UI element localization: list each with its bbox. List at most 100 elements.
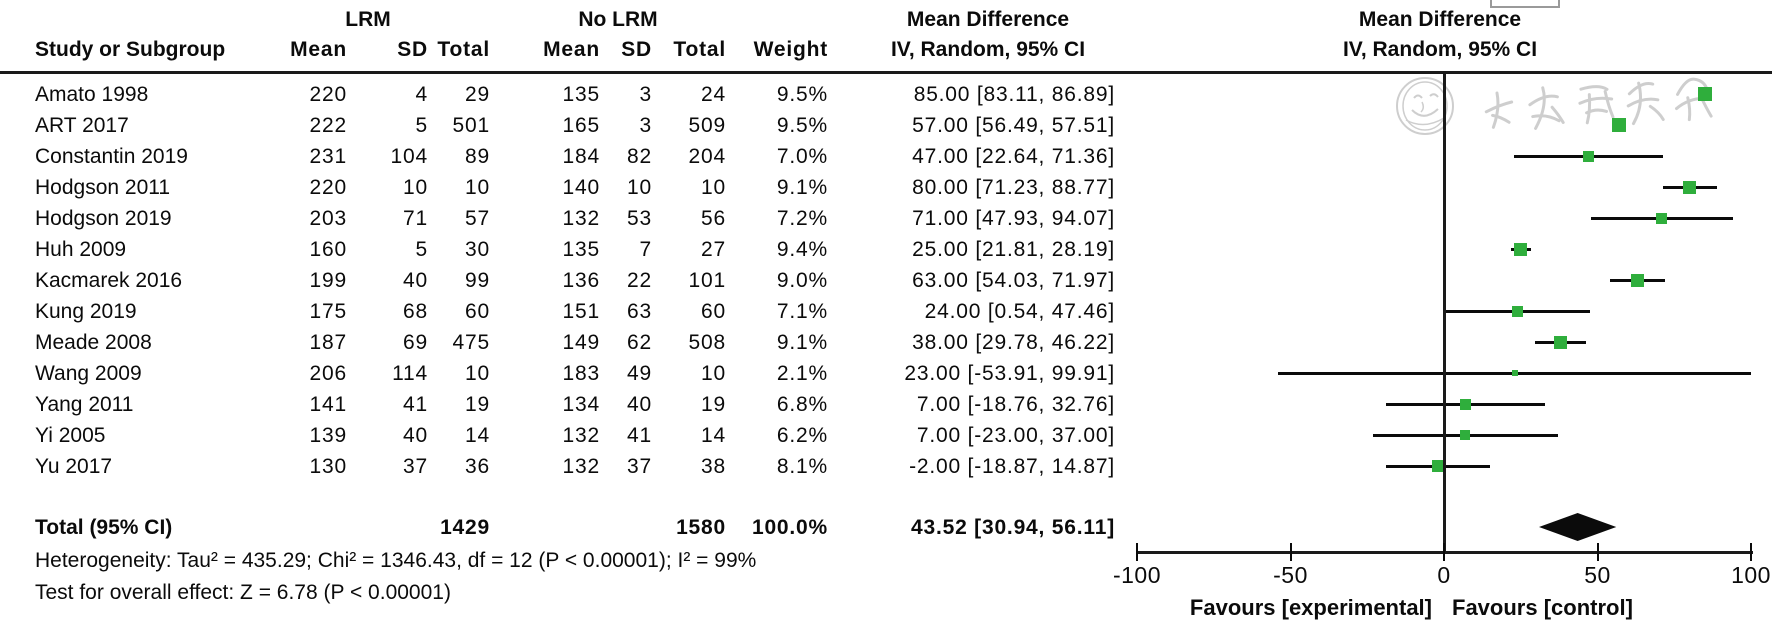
favours-right-label: Favours [control]	[1452, 595, 1633, 620]
cell-mean1: 139	[309, 424, 347, 447]
cell-sd1: 37	[403, 455, 428, 478]
cell-weight: 9.4%	[776, 238, 828, 261]
cell-mean2: 149	[562, 331, 600, 354]
point-estimate-marker	[1656, 213, 1667, 224]
cell-total1: 19	[465, 393, 490, 416]
cell-total2: 60	[701, 300, 726, 323]
col-header-sd1: SD	[397, 38, 428, 61]
cell-sd1: 69	[403, 331, 428, 354]
cell-total1: 36	[465, 455, 490, 478]
cell-total2: 101	[688, 269, 726, 292]
effect-subtitle-left: IV, Random, 95% CI	[890, 38, 1086, 61]
cell-sd2: 10	[627, 176, 652, 199]
cell-mean1: 203	[309, 207, 347, 230]
cell-weight: 9.1%	[776, 331, 828, 354]
cell-ci_text: 57.00 [56.49, 57.51]	[912, 114, 1115, 137]
cell-ci_text: 7.00 [-23.00, 37.00]	[916, 424, 1115, 447]
cell-sd2: 3	[639, 114, 652, 137]
effect-subtitle-right: IV, Random, 95% CI	[1342, 38, 1538, 61]
col-header-mean1: Mean	[290, 38, 347, 61]
cell-weight: 8.1%	[776, 455, 828, 478]
cell-sd1: 10	[403, 176, 428, 199]
col-header-study: Study or Subgroup	[35, 38, 226, 61]
cell-weight: 6.2%	[776, 424, 828, 447]
cell-mean2: 135	[562, 238, 600, 261]
point-estimate-marker	[1460, 430, 1470, 440]
x-axis	[1137, 551, 1753, 554]
header-rule	[0, 71, 1772, 74]
col-header-sd2: SD	[621, 38, 652, 61]
cell-sd2: 41	[627, 424, 652, 447]
group1-header: LRM	[345, 8, 391, 31]
point-estimate-marker	[1683, 181, 1696, 194]
cell-total2: 509	[688, 114, 726, 137]
axis-tick	[1136, 543, 1138, 561]
cell-sd1: 5	[415, 114, 428, 137]
cell-mean2: 132	[562, 424, 600, 447]
cell-total2: 204	[688, 145, 726, 168]
point-estimate-marker	[1512, 370, 1518, 376]
cell-sd2: 53	[627, 207, 652, 230]
cell-total2: 56	[701, 207, 726, 230]
cell-total2: 14	[701, 424, 726, 447]
axis-tick-label: 100	[1731, 562, 1771, 588]
cell-mean2: 135	[562, 83, 600, 106]
cell-sd1: 40	[403, 424, 428, 447]
cell-ci_text: -2.00 [-18.87, 14.87]	[909, 455, 1115, 478]
cell-total2: 10	[701, 176, 726, 199]
cell-total1: 10	[465, 362, 490, 385]
study-label: Wang 2009	[35, 362, 142, 385]
effect-title-right: Mean Difference	[1358, 8, 1522, 31]
axis-tick-label: -50	[1273, 562, 1308, 588]
cell-ci_text: 25.00 [21.81, 28.19]	[912, 238, 1115, 261]
cell-total1: 14	[465, 424, 490, 447]
cell-weight: 7.0%	[776, 145, 828, 168]
point-estimate-marker	[1512, 306, 1523, 317]
cell-total2: 27	[701, 238, 726, 261]
cell-weight: 9.5%	[776, 83, 828, 106]
cell-weight: 2.1%	[776, 362, 828, 385]
col-header-mean2: Mean	[543, 38, 600, 61]
cell-sd2: 63	[627, 300, 652, 323]
total-n2: 1580	[676, 516, 726, 539]
study-label: Amato 1998	[35, 83, 149, 106]
group2-header: No LRM	[578, 8, 658, 31]
cell-total2: 19	[701, 393, 726, 416]
cell-sd1: 40	[403, 269, 428, 292]
axis-tick-label: 50	[1584, 562, 1611, 588]
axis-tick-label: -100	[1112, 562, 1162, 588]
total-label: Total (95% CI)	[35, 516, 173, 539]
axis-tick-label: 0	[1437, 562, 1451, 588]
cell-weight: 7.2%	[776, 207, 828, 230]
cell-total1: 29	[465, 83, 490, 106]
cell-sd1: 71	[403, 207, 428, 230]
cell-weight: 9.1%	[776, 176, 828, 199]
cell-mean1: 231	[309, 145, 347, 168]
cell-mean1: 141	[309, 393, 347, 416]
cell-total2: 38	[701, 455, 726, 478]
cell-total2: 10	[701, 362, 726, 385]
cell-sd1: 114	[392, 362, 428, 385]
study-label: Hodgson 2019	[35, 207, 172, 230]
cell-mean2: 151	[562, 300, 600, 323]
cell-ci_text: 47.00 [22.64, 71.36]	[912, 145, 1115, 168]
point-estimate-marker	[1432, 460, 1444, 472]
cell-total1: 30	[465, 238, 490, 261]
heterogeneity-line: Heterogeneity: Tau² = 435.29; Chi² = 134…	[35, 549, 757, 572]
cell-sd1: 41	[403, 393, 428, 416]
cell-weight: 9.5%	[776, 114, 828, 137]
cell-total1: 10	[465, 176, 490, 199]
study-label: Huh 2009	[35, 238, 127, 261]
watermark-calligraphy	[1484, 77, 1713, 130]
watermark-seal-icon	[1396, 77, 1454, 135]
study-label: Yu 2017	[35, 455, 113, 478]
col-header-total1: Total	[437, 38, 490, 61]
study-label: Meade 2008	[35, 331, 152, 354]
col-header-weight: Weight	[753, 38, 828, 61]
cell-mean2: 183	[562, 362, 600, 385]
cell-total1: 475	[452, 331, 490, 354]
cell-mean2: 136	[562, 269, 600, 292]
cell-total2: 24	[701, 83, 726, 106]
col-header-total2: Total	[673, 38, 726, 61]
